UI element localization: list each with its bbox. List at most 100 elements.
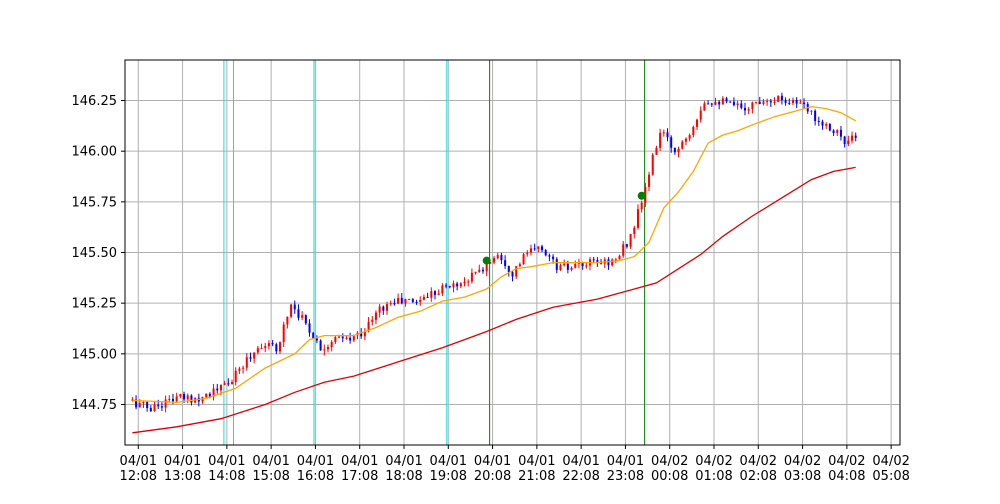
x-tick-time: 21:08 xyxy=(518,469,555,484)
ma-long-line xyxy=(132,166,856,434)
x-tick-label: 04/02 01:08 xyxy=(695,454,732,484)
candle-up xyxy=(371,319,374,322)
candle-down xyxy=(216,388,219,391)
candle-down xyxy=(732,101,735,106)
candle-up xyxy=(219,384,222,391)
candle-up xyxy=(836,129,839,134)
candle-up xyxy=(651,154,654,175)
x-tick-time: 05:08 xyxy=(872,469,909,484)
candle-up xyxy=(570,267,573,270)
candle-up xyxy=(397,298,400,304)
x-tick-date: 04/01 xyxy=(208,454,245,469)
candle-down xyxy=(839,129,842,137)
candle-down xyxy=(814,110,817,122)
candle-down xyxy=(533,248,536,250)
candle-down xyxy=(548,255,551,257)
x-tick-date: 04/01 xyxy=(297,454,334,469)
candle-up xyxy=(153,404,156,412)
candle-up xyxy=(496,254,499,259)
candle-up xyxy=(777,95,780,102)
candle-up xyxy=(234,370,237,383)
x-tick-date: 04/01 xyxy=(120,454,157,469)
candle-down xyxy=(293,304,296,310)
candle-down xyxy=(795,100,798,104)
candle-up xyxy=(264,346,267,349)
candle-up xyxy=(363,331,366,337)
candle-down xyxy=(297,309,300,318)
candle-down xyxy=(308,323,311,333)
candle-down xyxy=(171,398,174,402)
candle-down xyxy=(315,338,318,341)
candle-down xyxy=(788,102,791,104)
candle-down xyxy=(183,394,186,400)
y-tick-label: 145.00 xyxy=(72,347,118,362)
candle-up xyxy=(662,132,665,134)
x-tick-time: 00:08 xyxy=(651,469,688,484)
candle-up xyxy=(714,101,717,105)
x-tick-date: 04/02 xyxy=(872,454,909,469)
x-tick-time: 16:08 xyxy=(297,469,334,484)
candle-up xyxy=(441,285,444,294)
candle-up xyxy=(282,324,285,343)
candle-up xyxy=(736,103,739,106)
x-tick-date: 04/01 xyxy=(341,454,378,469)
candle-up xyxy=(459,283,462,287)
x-tick-time: 23:08 xyxy=(607,469,644,484)
candle-up xyxy=(345,337,348,339)
candle-up xyxy=(452,283,455,288)
x-tick-time: 19:08 xyxy=(430,469,467,484)
candle-up xyxy=(205,393,208,398)
candle-down xyxy=(592,259,595,261)
candle-up xyxy=(168,398,171,400)
candle-up xyxy=(699,110,702,120)
x-tick-label: 04/01 16:08 xyxy=(297,454,334,484)
candle-up xyxy=(751,102,754,109)
candle-down xyxy=(581,262,584,266)
candle-down xyxy=(511,272,514,277)
x-tick-label: 04/01 12:08 xyxy=(120,454,157,484)
candle-up xyxy=(585,265,588,267)
candle-down xyxy=(360,332,363,337)
x-tick-label: 04/01 23:08 xyxy=(607,454,644,484)
signal-marker-layer xyxy=(482,191,646,265)
x-tick-time: 14:08 xyxy=(208,469,245,484)
candle-down xyxy=(160,406,163,408)
candle-up xyxy=(378,306,381,313)
signal-marker xyxy=(637,191,646,200)
candle-up xyxy=(629,233,632,247)
candle-up xyxy=(684,138,687,142)
y-tick-label: 145.75 xyxy=(72,195,118,210)
candle-up xyxy=(485,263,488,272)
candle-up xyxy=(242,367,245,369)
candle-down xyxy=(382,306,385,311)
candle-up xyxy=(633,227,636,234)
candle-down xyxy=(607,259,610,266)
candle-down xyxy=(507,266,510,273)
candle-up xyxy=(529,248,532,253)
candle-up xyxy=(614,259,617,261)
candle-up xyxy=(334,336,337,343)
candle-down xyxy=(135,399,138,408)
candle-up xyxy=(290,304,293,317)
candle-down xyxy=(817,121,820,123)
candle-up xyxy=(655,147,658,155)
x-tick-time: 15:08 xyxy=(252,469,289,484)
candle-up xyxy=(677,148,680,153)
candle-up xyxy=(374,312,377,320)
y-tick-label: 145.50 xyxy=(72,246,118,261)
candle-up xyxy=(338,336,341,338)
candle-up xyxy=(386,304,389,311)
x-tick-label: 04/01 21:08 xyxy=(518,454,555,484)
x-tick-time: 03:08 xyxy=(784,469,821,484)
candle-down xyxy=(433,291,437,295)
candle-up xyxy=(253,352,256,359)
candle-down xyxy=(448,286,451,288)
candle-up xyxy=(467,281,470,283)
candle-down xyxy=(780,95,783,101)
candle-up xyxy=(326,347,329,350)
candle-up xyxy=(537,246,540,249)
signal-line-layer xyxy=(223,60,646,445)
candle-down xyxy=(411,299,414,302)
